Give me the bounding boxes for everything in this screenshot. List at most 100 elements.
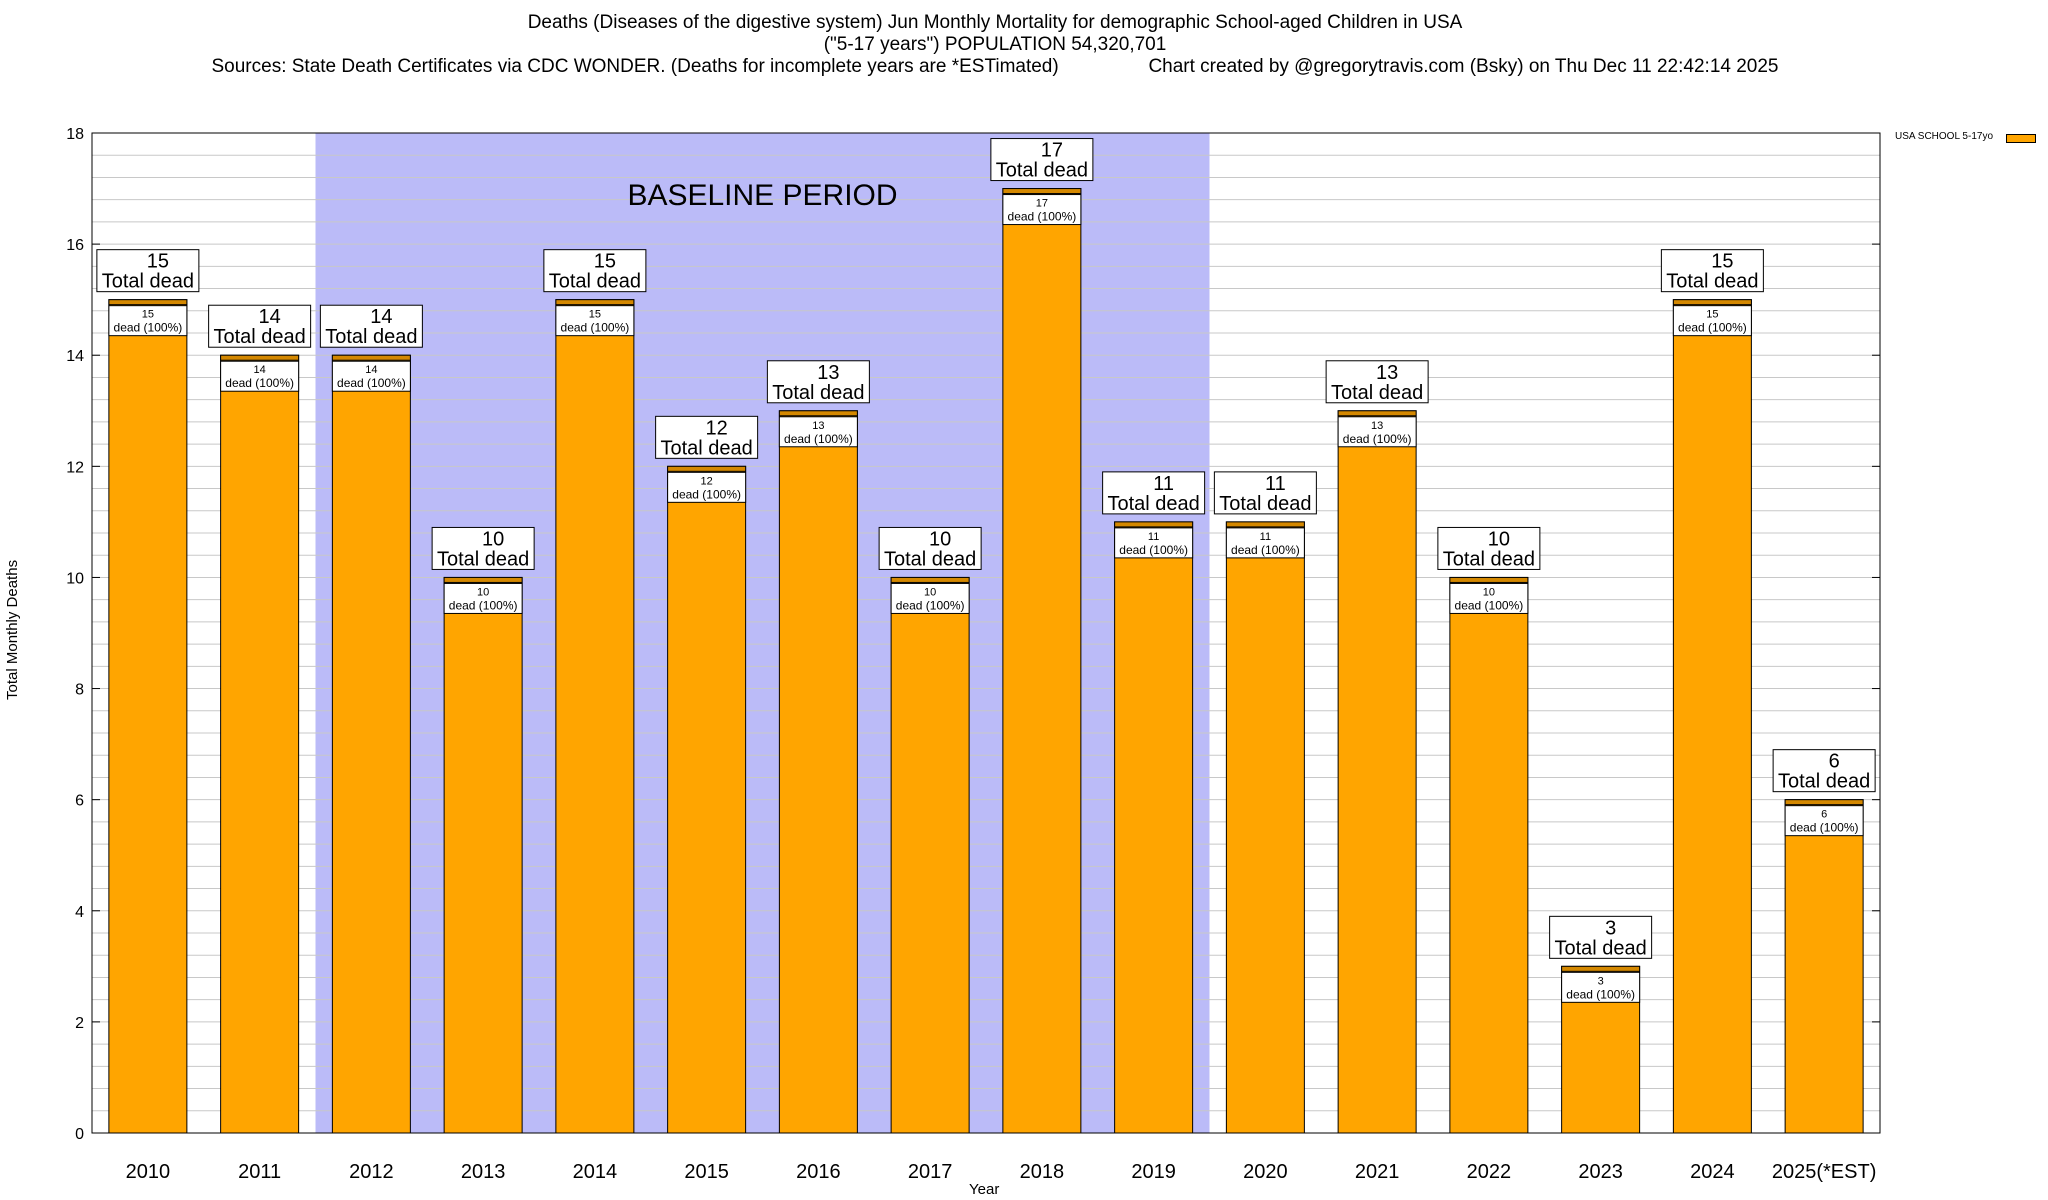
inner-label-value: 15	[1706, 309, 1718, 321]
inner-label-text: dead (100%)	[225, 376, 294, 390]
total-label-text: Total dead	[1778, 771, 1870, 793]
total-label-box	[990, 138, 1094, 182]
inner-label-box	[778, 416, 858, 448]
total-label-text: Total dead	[325, 326, 417, 348]
total-label-value: 11	[1153, 473, 1174, 495]
total-label-value: 13	[817, 362, 839, 384]
inner-label-box	[667, 471, 747, 503]
y-tick-label: 0	[75, 1126, 84, 1143]
total-label-box	[431, 526, 535, 570]
bar-cap-2018	[1002, 188, 1082, 195]
bar-cap-2021	[1337, 410, 1417, 417]
inner-label-value: 10	[477, 586, 489, 598]
y-tick-label: 8	[75, 682, 84, 699]
inner-label-text: dead (100%)	[1678, 321, 1747, 335]
total-label-text: Total dead	[549, 271, 641, 293]
inner-label-box	[220, 360, 300, 392]
plot-frame	[91, 132, 1881, 1134]
x-tick-label: 2017	[908, 1161, 953, 1183]
bar-cap-2017	[890, 576, 970, 583]
total-label-box	[1325, 360, 1429, 404]
baseline-label: BASELINE PERIOD	[627, 179, 897, 212]
bar-2011	[220, 354, 300, 1134]
bar-cap-2023	[1561, 965, 1641, 972]
bar-cap-2011	[220, 354, 300, 361]
inner-label-box	[443, 582, 523, 614]
bar-2014	[555, 299, 635, 1134]
bar-2022	[1449, 576, 1529, 1134]
total-label-box	[1660, 249, 1764, 293]
total-label-box	[1102, 471, 1206, 515]
inner-label-box	[331, 360, 411, 392]
bar-cap-2019	[1114, 521, 1194, 528]
total-label-text: Total dead	[996, 160, 1088, 182]
inner-label-text: dead (100%)	[1119, 543, 1188, 557]
bar-2021	[1337, 410, 1417, 1134]
bar-cap-2020	[1225, 521, 1305, 528]
y-tick-label: 4	[75, 904, 84, 921]
inner-label-value: 14	[365, 364, 377, 376]
title-line-2: ("5-17 years") POPULATION 54,320,701	[823, 34, 1167, 55]
total-label-text: Total dead	[1107, 493, 1199, 515]
x-tick-label: 2018	[1020, 1161, 1065, 1183]
bar-cap-2012	[331, 354, 411, 361]
bar-2017	[890, 576, 970, 1134]
title-line-1: Deaths (Diseases of the digestive system…	[527, 12, 1463, 33]
bar-cap-2024	[1672, 299, 1752, 306]
inner-label-value: 14	[254, 364, 266, 376]
title-line-3: Sources: State Death Certificates via CD…	[211, 56, 1779, 77]
legend-swatch	[2006, 134, 2036, 143]
total-label-box	[96, 249, 200, 293]
y-tick-label: 10	[66, 570, 84, 587]
bar-2010	[108, 299, 188, 1134]
y-tick-label: 6	[75, 793, 84, 810]
total-label-text: Total dead	[1443, 548, 1535, 570]
inner-label-value: 10	[924, 586, 936, 598]
y-tick-label: 2	[75, 1015, 84, 1032]
bar-2025(*EST)	[1784, 799, 1864, 1134]
total-label-text: Total dead	[772, 382, 864, 404]
bar-2012	[331, 354, 411, 1134]
total-label-value: 12	[706, 417, 728, 439]
inner-label-box	[1672, 305, 1752, 337]
inner-label-box	[1561, 971, 1641, 1003]
inner-label-value: 6	[1821, 809, 1827, 821]
inner-label-text: dead (100%)	[896, 598, 965, 612]
bar-cap-2016	[778, 410, 858, 417]
inner-label-box	[1225, 527, 1305, 559]
inner-label-text: dead (100%)	[449, 598, 518, 612]
chart-title: Deaths (Diseases of the digestive system…	[0, 12, 1990, 78]
bar-cap-2014	[555, 299, 635, 306]
x-tick-label: 2013	[461, 1161, 506, 1183]
total-label-value: 11	[1265, 473, 1286, 495]
bar-cap-2022	[1449, 576, 1529, 583]
inner-label-box	[1002, 194, 1082, 226]
inner-label-text: dead (100%)	[1455, 598, 1524, 612]
x-tick-label: 2023	[1578, 1161, 1623, 1183]
total-label-text: Total dead	[1666, 271, 1758, 293]
x-axis-label: Year	[969, 1181, 1000, 1198]
inner-label-box	[1114, 527, 1194, 559]
total-label-value: 15	[1711, 251, 1733, 273]
total-label-box	[655, 415, 759, 459]
total-label-box	[766, 360, 870, 404]
inner-label-value: 12	[701, 475, 713, 487]
inner-label-box	[890, 582, 970, 614]
inner-label-text: dead (100%)	[1566, 987, 1635, 1001]
total-label-text: Total dead	[213, 326, 305, 348]
total-label-value: 10	[929, 528, 951, 550]
total-label-text: Total dead	[660, 437, 752, 459]
total-label-value: 17	[1041, 140, 1063, 162]
total-label-text: Total dead	[1554, 937, 1646, 959]
total-label-value: 10	[482, 528, 504, 550]
total-label-text: Total dead	[437, 548, 529, 570]
inner-label-value: 15	[142, 309, 154, 321]
inner-label-text: dead (100%)	[672, 487, 741, 501]
x-tick-label: 2025(*EST)	[1772, 1161, 1877, 1183]
inner-label-value: 3	[1598, 975, 1604, 987]
inner-label-box	[108, 305, 188, 337]
bar-2013	[443, 576, 523, 1134]
y-axis-label: Total Monthly Deaths	[4, 559, 21, 700]
total-label-box	[1772, 749, 1876, 793]
